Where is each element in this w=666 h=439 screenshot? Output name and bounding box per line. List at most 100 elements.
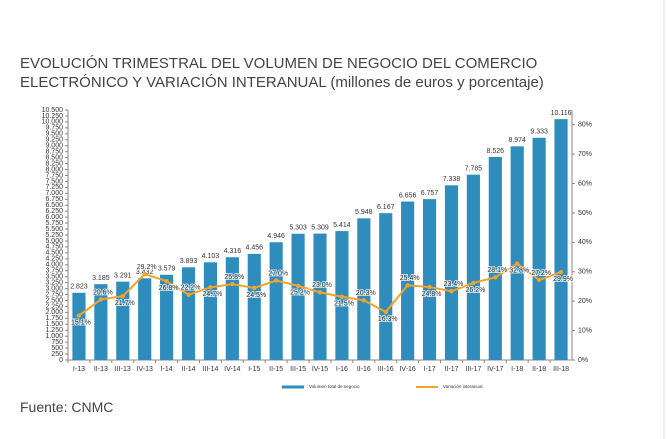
bar-value-label: 8.526 xyxy=(487,148,505,155)
y2-tick-label: 80% xyxy=(578,122,592,129)
bar xyxy=(160,274,174,360)
bar xyxy=(444,185,459,360)
y-tick-label: 10.000 xyxy=(42,119,64,126)
x-tick-label: II-13 xyxy=(94,366,108,373)
line-value-label: 29.2% xyxy=(137,264,157,271)
line-marker xyxy=(558,269,564,275)
y-tick-label: 3.500 xyxy=(45,274,63,281)
bar-value-label: 3.185 xyxy=(92,275,110,282)
bar-value-label: 3.579 xyxy=(158,266,176,273)
y-tick-label: 7.000 xyxy=(45,190,63,197)
y-tick-label: 1.000 xyxy=(45,333,63,340)
bar-value-label: 6.757 xyxy=(421,190,439,197)
line-marker xyxy=(164,278,169,284)
y-tick-label: 10.500 xyxy=(42,107,64,114)
line-value-label: 25.4% xyxy=(400,275,420,282)
bar xyxy=(357,218,371,360)
y-tick-label: 8.500 xyxy=(45,154,63,161)
y-tick-label: 1.750 xyxy=(45,315,63,322)
y-tick-label: 9.500 xyxy=(45,131,63,138)
line-value-label: 25.8% xyxy=(224,274,244,281)
y-tick-label: 500 xyxy=(51,345,63,352)
bar xyxy=(203,262,218,360)
line-marker xyxy=(515,261,520,266)
y-tick-label: 6.750 xyxy=(45,196,63,203)
y-tick-label: 0 xyxy=(59,357,63,364)
x-tick-label: I-17 xyxy=(424,366,436,373)
legend-label: Volumen total de negocio xyxy=(309,384,360,389)
x-tick-label: I-15 xyxy=(248,366,260,373)
line-marker xyxy=(295,283,301,289)
bar xyxy=(225,257,239,360)
x-tick-label: I-13 xyxy=(73,366,85,373)
y-tick-label: 8.750 xyxy=(45,149,63,156)
x-tick-label: III-15 xyxy=(290,366,306,373)
bar-value-label: 10.116 xyxy=(551,110,572,117)
y-tick-label: 4.500 xyxy=(45,250,63,257)
bar-value-label: 6.656 xyxy=(399,192,417,199)
line-value-label: 20.3% xyxy=(356,290,376,297)
bar xyxy=(313,233,327,360)
x-tick-label: III-13 xyxy=(115,366,131,373)
line-marker xyxy=(208,285,213,290)
x-tick-label: II-14 xyxy=(182,366,196,373)
bar xyxy=(554,119,568,361)
bar-value-label: 4.103 xyxy=(202,253,220,260)
x-tick-label: III-17 xyxy=(465,366,481,373)
bar-value-label: 7.785 xyxy=(465,165,483,172)
line-value-label: 26.8% xyxy=(159,285,179,292)
y-tick-label: 3.000 xyxy=(45,285,63,292)
y-tick-label: 2.750 xyxy=(45,291,63,298)
y-tick-label: 5.500 xyxy=(45,226,63,233)
y-tick-label: 7.750 xyxy=(45,172,63,179)
line-marker xyxy=(383,309,388,315)
line-value-label: 25.2% xyxy=(290,290,310,297)
y-tick-label: 9.250 xyxy=(45,137,63,144)
line-marker xyxy=(317,290,323,295)
line-value-label: 23.0% xyxy=(312,282,332,289)
bar xyxy=(488,157,502,360)
x-tick-label: I-18 xyxy=(511,366,523,373)
line-value-label: 32.8% xyxy=(509,267,529,274)
line-marker xyxy=(339,294,345,299)
bar-value-label: 8.974 xyxy=(508,137,526,144)
y-tick-label: 1.500 xyxy=(45,321,63,328)
bar xyxy=(401,201,415,360)
bar xyxy=(269,242,283,360)
line-value-label: 29.9% xyxy=(553,276,573,283)
x-tick-label: III-18 xyxy=(553,366,569,373)
x-tick-label: I-16 xyxy=(336,366,348,373)
bar-value-label: 6.167 xyxy=(377,204,395,211)
y2-tick-label: 20% xyxy=(578,298,592,305)
bar-value-label: 7.338 xyxy=(443,176,461,183)
source-note: Fuente: CNMC xyxy=(20,399,114,415)
line-value-label: 15.1% xyxy=(71,319,91,326)
line-marker xyxy=(252,285,257,291)
line-value-label: 21.7% xyxy=(115,300,135,307)
line-value-label: 27.2% xyxy=(531,270,551,277)
y-tick-label: 9.750 xyxy=(45,125,63,132)
bar xyxy=(72,292,86,360)
line-value-label: 24.8% xyxy=(422,291,442,298)
bar-value-label: 3.893 xyxy=(180,258,198,265)
y-tick-label: 5.750 xyxy=(45,220,63,227)
bar xyxy=(181,267,196,360)
line-value-label: 28.1% xyxy=(487,267,507,274)
line-marker xyxy=(471,280,476,286)
y-tick-label: 10.250 xyxy=(42,113,64,120)
y-tick-label: 5.250 xyxy=(45,232,63,239)
bar xyxy=(94,284,108,360)
bar-value-label: 4.456 xyxy=(245,245,263,252)
line-marker xyxy=(449,288,454,294)
bar xyxy=(510,146,524,360)
bar-value-label: 5.303 xyxy=(289,225,307,232)
y-tick-label: 4.250 xyxy=(45,256,63,263)
line-marker xyxy=(273,278,279,283)
bar-value-label: 5.948 xyxy=(355,209,373,216)
x-tick-label: I-14 xyxy=(161,366,173,373)
bar xyxy=(116,281,130,360)
x-tick-label: IV-13 xyxy=(137,366,153,373)
y-tick-label: 1.250 xyxy=(45,327,63,334)
x-tick-label: IV-16 xyxy=(399,366,415,373)
